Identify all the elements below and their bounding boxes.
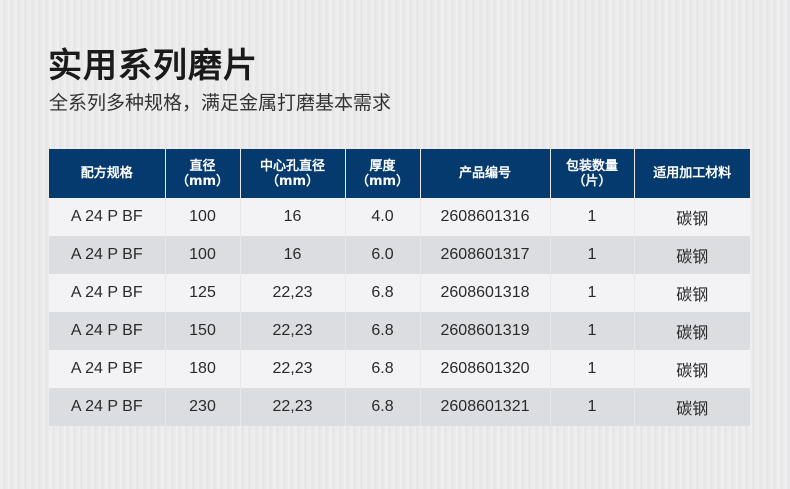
column-header: 厚度 （mm） [345,149,421,198]
table-cell: A 24 P BF [49,236,166,274]
table-cell: 22,23 [240,274,346,312]
table-cell: 6.8 [345,312,421,350]
table-cell: 碳钢 [634,198,750,236]
table-cell: A 24 P BF [49,198,166,236]
header-label: 产品编号 [458,166,511,181]
table-cell: A 24 P BF [49,350,166,388]
column-header: 中心孔直径 （mm） [240,149,346,198]
header-unit: （mm） [175,173,230,189]
table-cell: 1 [550,312,635,350]
table-cell: 2608601317 [420,236,551,274]
header-label: 适用加工材料 [653,166,732,181]
column-header: 配方规格 [49,149,166,198]
table-cell: 16 [240,198,346,236]
table-cell: 22,23 [240,312,346,350]
table-cell: 230 [165,388,241,426]
table-cell: 1 [550,198,635,236]
table-cell: 6.8 [345,274,421,312]
header-unit: （mm） [265,173,320,189]
table-cell: 1 [550,350,635,388]
column-header: 产品编号 [420,149,551,198]
spec-table: 配方规格 直径 （mm） 中心孔直径 （mm） 厚度 （mm） 产品编号 包装数量 （片） 适用加工… [49,149,750,426]
table-cell: 6.0 [345,236,421,274]
table-cell: 4.0 [345,198,421,236]
table-cell: 2608601321 [420,388,551,426]
page-title: 实用系列磨片 [48,46,258,86]
table-cell: 2608601320 [420,350,551,388]
table-cell: 2608601316 [420,198,551,236]
header-label: 包装数量 [565,158,618,174]
table-cell: 100 [165,198,241,236]
table-cell: 6.8 [345,350,421,388]
table-cell: 1 [550,236,635,274]
table-row: A 24 P BF 230 22,23 6.8 2608601321 1 碳钢 [49,388,750,426]
header-label: 配方规格 [80,166,133,181]
table-cell: 碳钢 [634,350,750,388]
column-header: 包装数量 （片） [550,149,635,198]
table-cell: 180 [165,350,241,388]
table-cell: A 24 P BF [49,388,166,426]
table-row: A 24 P BF 150 22,23 6.8 2608601319 1 碳钢 [49,312,750,350]
table-cell: 碳钢 [634,236,750,274]
table-cell: 2608601319 [420,312,551,350]
table-cell: 100 [165,236,241,274]
table-cell: 2608601318 [420,274,551,312]
table-row: A 24 P BF 180 22,23 6.8 2608601320 1 碳钢 [49,350,750,388]
table-row: A 24 P BF 100 16 4.0 2608601316 1 碳钢 [49,198,750,236]
column-header: 直径 （mm） [165,149,241,198]
table-cell: 6.8 [345,388,421,426]
table-row: A 24 P BF 125 22,23 6.8 2608601318 1 碳钢 [49,274,750,312]
table-row: A 24 P BF 100 16 6.0 2608601317 1 碳钢 [49,236,750,274]
header-label: 厚度 [369,158,396,174]
table-cell: 22,23 [240,350,346,388]
table-cell: 150 [165,312,241,350]
table-cell: A 24 P BF [49,274,166,312]
page-subtitle: 全系列多种规格，满足金属打磨基本需求 [49,92,392,114]
table-cell: 1 [550,274,635,312]
header-unit: （片） [572,173,612,189]
table-cell: 22,23 [240,388,346,426]
table-cell: A 24 P BF [49,312,166,350]
table-cell: 125 [165,274,241,312]
table-cell: 碳钢 [634,312,750,350]
table-cell: 16 [240,236,346,274]
header-label: 中心孔直径 [259,158,325,174]
header-unit: （mm） [355,173,410,189]
header-label: 直径 [189,158,216,174]
table-cell: 碳钢 [634,274,750,312]
table-cell: 碳钢 [634,388,750,426]
column-header: 适用加工材料 [634,149,750,198]
table-cell: 1 [550,388,635,426]
